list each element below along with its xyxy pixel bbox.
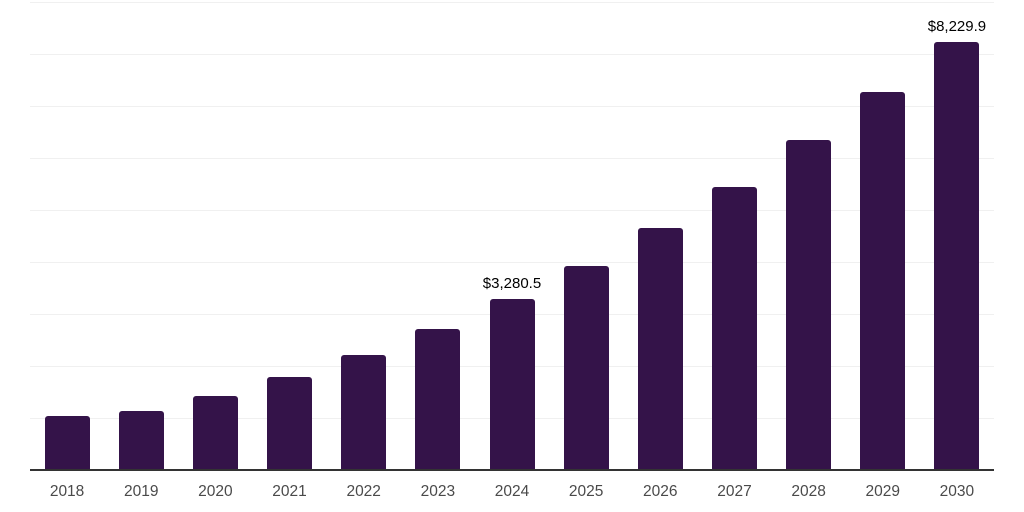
gridline-5000 xyxy=(30,210,994,211)
gridline-7000 xyxy=(30,106,994,107)
bar-2027 xyxy=(711,186,757,470)
bar-2020 xyxy=(192,395,238,470)
x-tick-2018: 2018 xyxy=(49,483,85,500)
x-tick-2022: 2022 xyxy=(346,483,381,500)
x-tick-2021: 2021 xyxy=(272,483,307,500)
gridline-8000 xyxy=(30,54,994,55)
x-axis-line xyxy=(30,469,994,471)
bar-2019 xyxy=(118,410,164,470)
bar-data-label-2030: $8,229.9 xyxy=(927,18,987,36)
bar-2021 xyxy=(267,376,313,470)
x-tick-2020: 2020 xyxy=(198,483,233,500)
gridline-4000 xyxy=(30,262,994,263)
bar-2030 xyxy=(934,42,980,470)
gridline-6000 xyxy=(30,158,994,159)
bar-2026 xyxy=(637,227,683,470)
bar-2029 xyxy=(860,92,906,470)
bar-2024 xyxy=(489,299,535,470)
x-tick-2026: 2026 xyxy=(643,483,678,500)
x-tick-2029: 2029 xyxy=(865,483,901,500)
x-tick-2019: 2019 xyxy=(123,483,159,500)
x-tick-2027: 2027 xyxy=(717,483,752,500)
x-tick-2023: 2023 xyxy=(420,483,456,500)
gridline-9000 xyxy=(30,2,994,3)
plot-area: $3,280.5 $8,229.9 xyxy=(30,2,994,470)
bar-data-label-2024: $3,280.5 xyxy=(482,275,542,293)
bar-2018 xyxy=(44,416,90,470)
bar-2028 xyxy=(786,140,832,470)
x-axis-tick-labels: 2018 2019 2020 2021 2022 2023 2024 2025 2026 2027… xyxy=(30,483,994,507)
x-tick-2030: 2030 xyxy=(939,483,975,500)
x-tick-2025: 2025 xyxy=(568,483,604,500)
bar-2023 xyxy=(415,329,461,470)
x-tick-2024: 2024 xyxy=(494,483,530,500)
bar-2025 xyxy=(563,266,609,470)
bar-2022 xyxy=(341,354,387,470)
x-tick-2028: 2028 xyxy=(791,483,826,500)
